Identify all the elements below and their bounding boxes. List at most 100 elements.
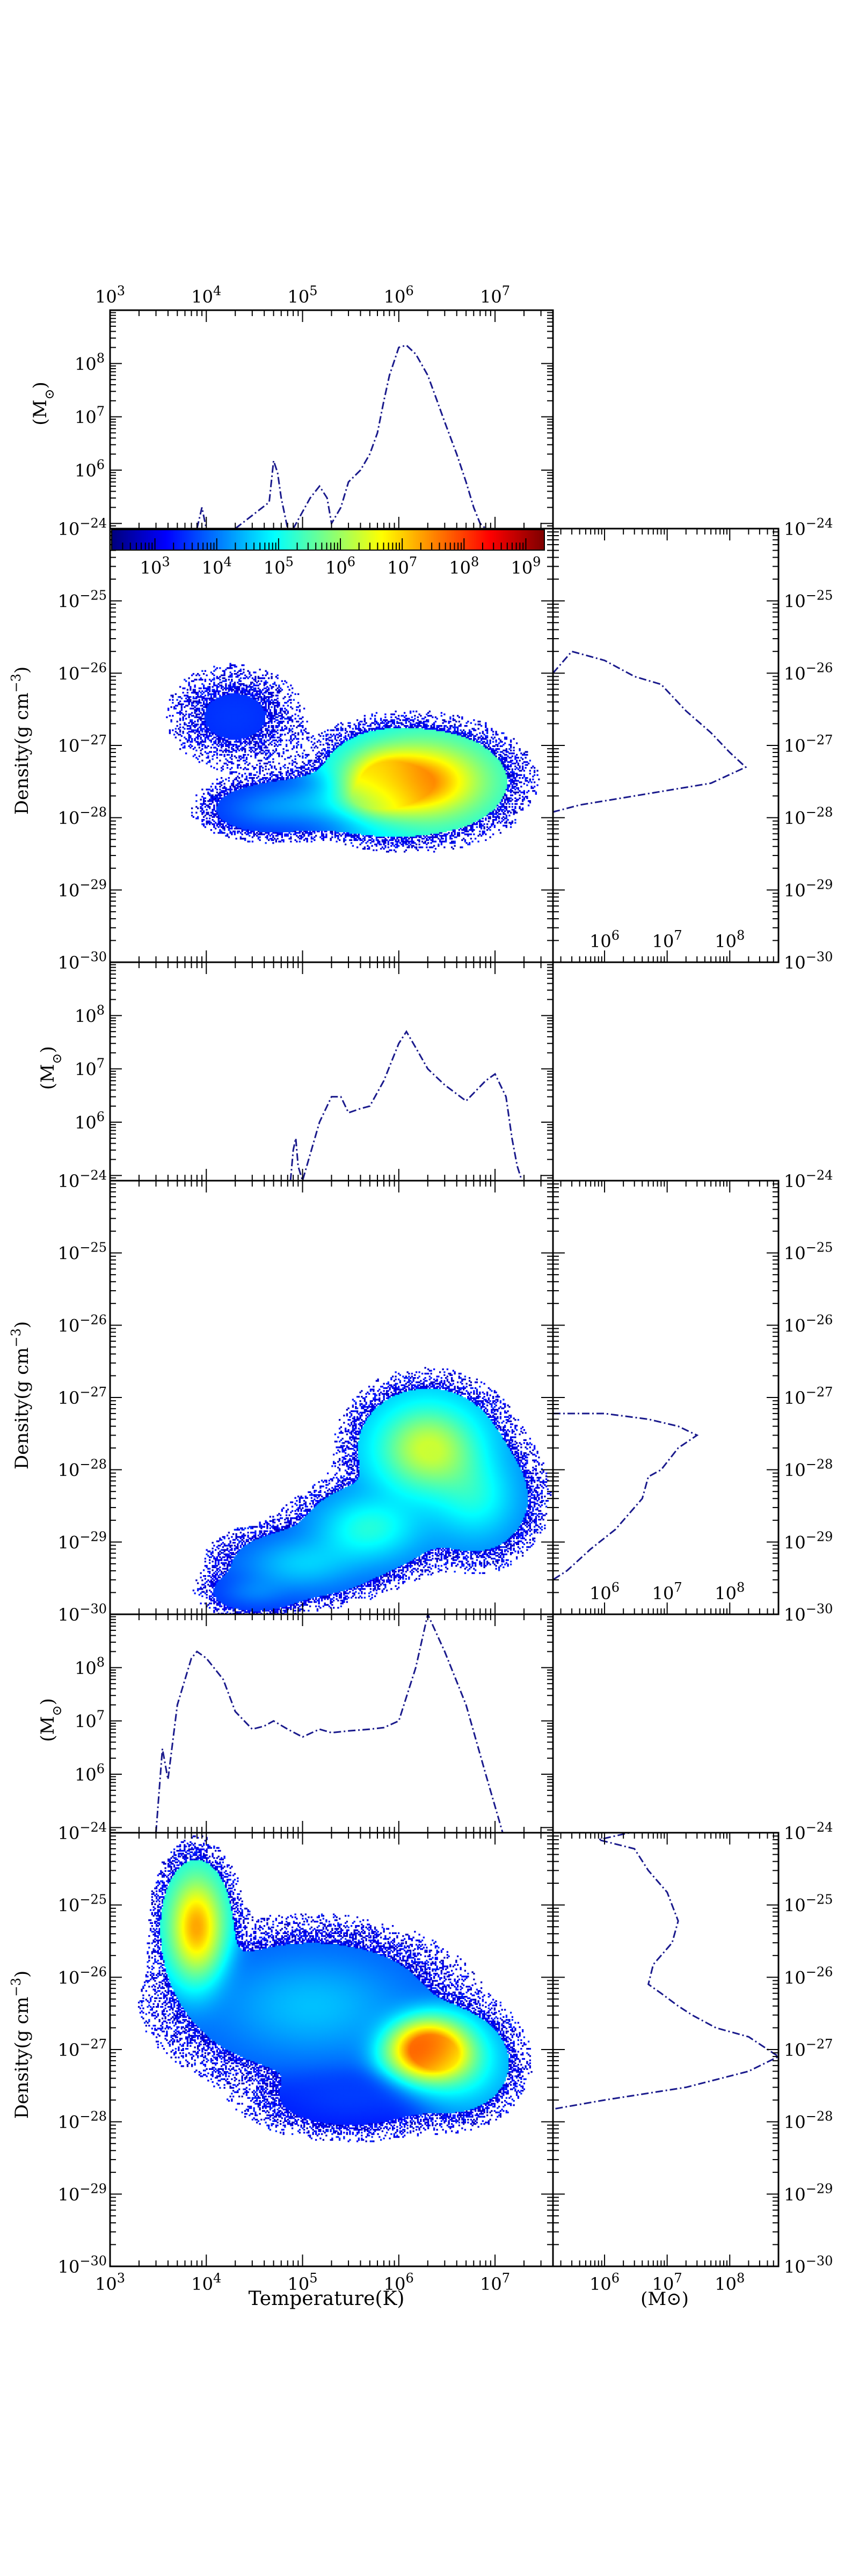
heatmap-cell: [175, 693, 177, 695]
heatmap-cell: [169, 729, 171, 731]
heatmap-cell: [179, 748, 181, 750]
heatmap-cell: [172, 694, 173, 696]
heatmap-cell: [182, 704, 184, 705]
heatmap-cell: [221, 754, 222, 756]
heatmap-cell: [240, 669, 242, 670]
heatmap-cell: [191, 745, 193, 747]
heatmap-cell: [172, 699, 173, 701]
heatmap-cell: [223, 783, 225, 785]
heatmap-cell: [185, 713, 187, 715]
heatmap-cell: [179, 729, 181, 731]
heatmap-cell: [213, 832, 215, 833]
heatmap-cell: [191, 712, 193, 714]
heatmap-cell: [166, 716, 168, 718]
heatmap-cell: [228, 777, 230, 779]
heatmap-cell: [243, 671, 244, 673]
heatmap-cell: [200, 702, 201, 704]
heatmap-cell: [231, 667, 232, 669]
heatmap-cell: [201, 808, 203, 809]
heatmap-cell: [185, 718, 187, 720]
heatmap-cell: [172, 715, 173, 716]
heatmap-cell: [205, 797, 206, 799]
heatmap-cell: [215, 828, 216, 829]
heatmap-cell: [194, 754, 195, 756]
heatmap-cell: [240, 677, 242, 679]
heatmap-cell: [209, 806, 210, 808]
heatmap-cell: [235, 838, 237, 839]
heatmap-cell: [176, 699, 178, 701]
heatmap-cell: [219, 679, 221, 680]
heatmap-cell: [243, 664, 244, 666]
heatmap-cell: [201, 679, 203, 680]
heatmap-cell: [185, 752, 187, 754]
heatmap-cell: [172, 702, 173, 704]
heatmap-cell: [175, 737, 177, 738]
heatmap-cell: [216, 752, 218, 754]
heatmap-cell: [181, 698, 183, 699]
heatmap-cell: [201, 760, 203, 762]
heatmap-cell: [199, 747, 200, 748]
heatmap-cell: [221, 777, 222, 779]
heatmap-cell: [201, 670, 203, 672]
heatmap-cell: [199, 756, 200, 757]
heatmap-cell: [222, 769, 224, 770]
heatmap-cell: [195, 800, 197, 802]
heatmap-cell: [228, 836, 230, 838]
heatmap-cell: [194, 721, 195, 722]
heatmap-cell: [201, 754, 203, 756]
heatmap-cell: [221, 794, 222, 796]
heatmap-cell: [201, 748, 203, 750]
heatmap-cell: [210, 786, 212, 787]
heatmap-cell: [213, 804, 215, 806]
heatmap-cell: [195, 750, 197, 751]
phase-diagram-1-cells: [166, 663, 540, 852]
heatmap-cell: [195, 794, 197, 796]
heatmap-cell: [234, 682, 236, 683]
heatmap-cell: [227, 767, 228, 769]
heatmap-cell: [199, 699, 200, 701]
heatmap-cell: [203, 673, 205, 675]
heatmap-cell: [238, 773, 240, 774]
heatmap-cell: [203, 823, 205, 825]
heatmap-cell: [193, 816, 194, 818]
heatmap-cell: [209, 683, 210, 685]
heatmap-cell: [228, 679, 230, 680]
heatmap-cell: [176, 725, 178, 727]
heatmap-cell: [184, 728, 185, 729]
heatmap-cell: [187, 692, 188, 693]
heatmap-cell: [225, 683, 227, 685]
heatmap-cell: [213, 682, 215, 683]
heatmap-cell: [216, 779, 218, 780]
heatmap-cell: [197, 758, 199, 760]
heatmap-cell: [212, 758, 213, 760]
heatmap-cell: [181, 735, 183, 737]
heatmap-cell: [228, 754, 230, 756]
heatmap-cell: [195, 812, 197, 814]
heatmap-cell: [219, 667, 221, 669]
heatmap-cell: [209, 686, 210, 687]
heatmap-cell: [207, 745, 209, 747]
heatmap-cell: [206, 675, 207, 676]
heatmap-cell: [197, 816, 199, 818]
heatmap-cell: [209, 817, 210, 819]
heatmap-cell: [221, 784, 222, 786]
heatmap-cell: [179, 727, 181, 728]
heatmap-cell: [184, 687, 185, 689]
heatmap-cell: [190, 696, 191, 698]
heatmap-cell: [209, 760, 210, 762]
heatmap-cell: [234, 831, 236, 832]
heatmap-cell: [170, 719, 172, 721]
heatmap-cell: [240, 680, 242, 682]
heatmap-cell: [235, 757, 237, 758]
heatmap-cell: [199, 675, 200, 676]
heatmap-cell: [215, 786, 216, 787]
heatmap-cell: [244, 838, 246, 839]
heatmap-cell: [200, 799, 201, 800]
heatmap-cell: [231, 754, 232, 756]
heatmap-cell: [182, 692, 184, 693]
heatmap-cell: [184, 742, 185, 744]
heatmap-cell: [193, 673, 194, 675]
heatmap-cell: [225, 779, 227, 780]
heatmap-cell: [231, 789, 232, 791]
